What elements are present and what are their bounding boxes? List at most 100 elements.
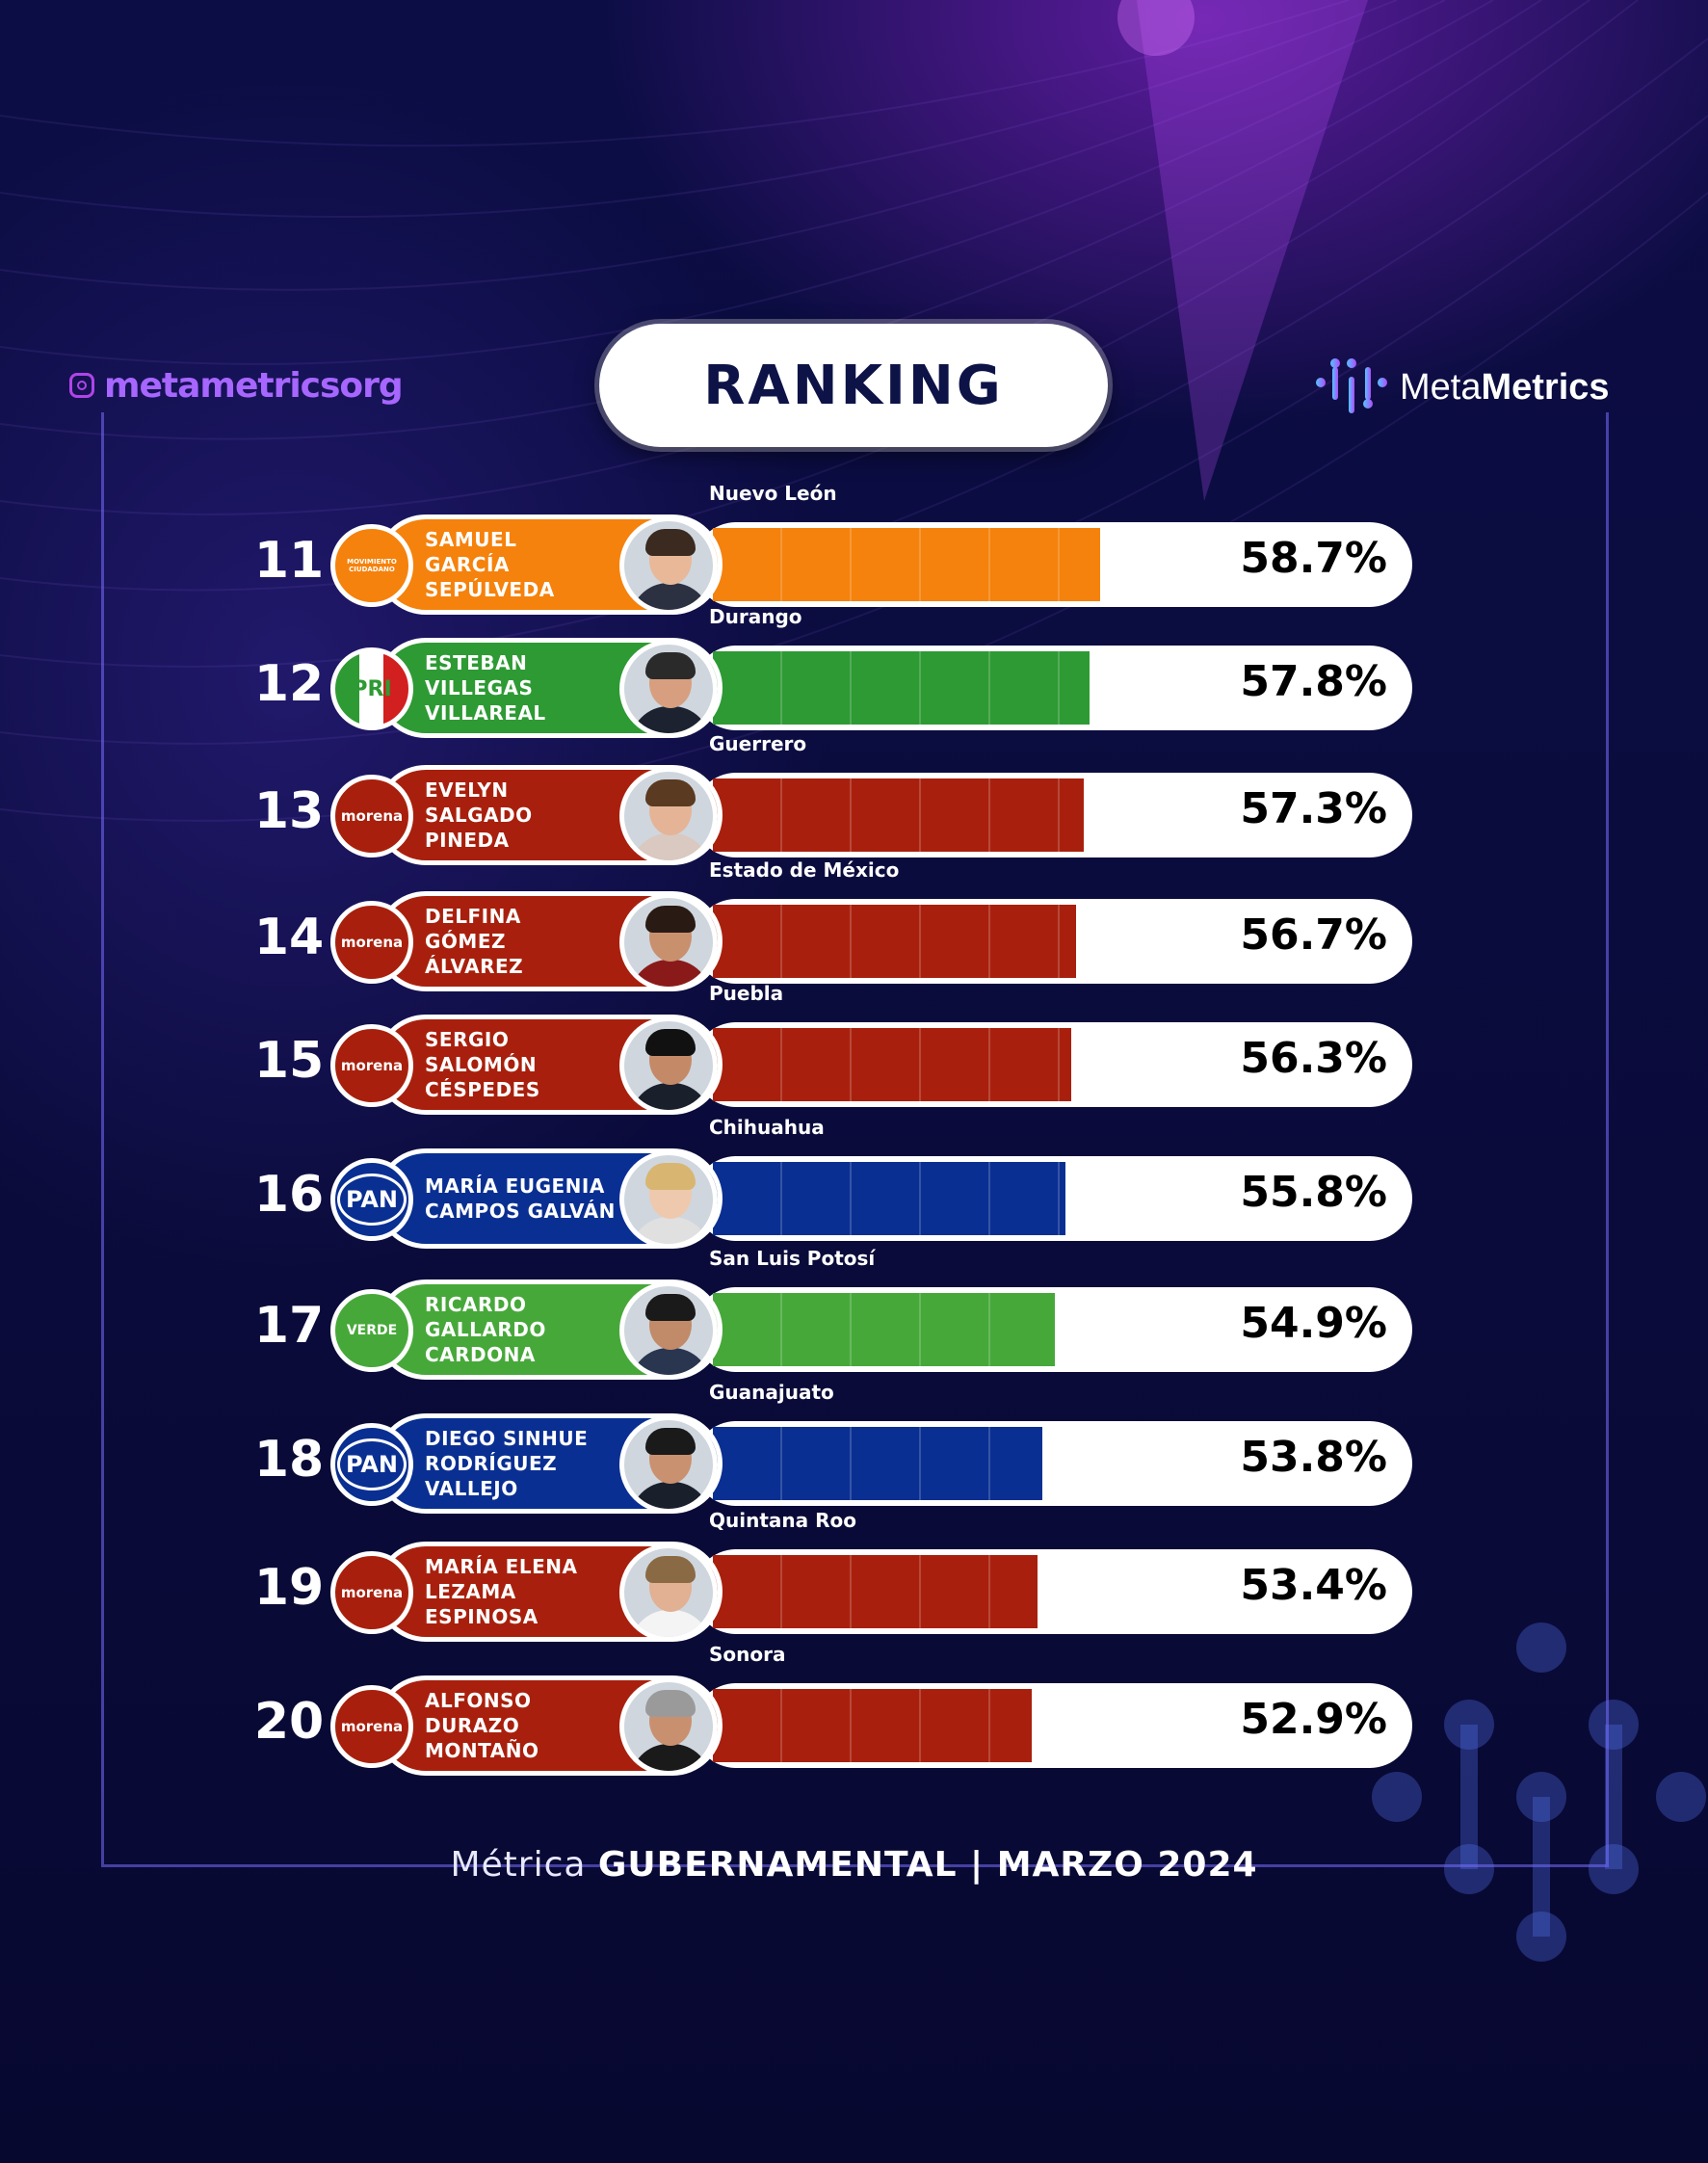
rank-number: 19 — [253, 1559, 325, 1617]
bar-ticks — [713, 528, 1100, 601]
photo-hair — [645, 906, 696, 933]
candidate-name-line: GALLARDO — [425, 1318, 546, 1341]
value-label: 54.9% — [1240, 1299, 1387, 1348]
bar-fill — [713, 1427, 1042, 1500]
party-logo-label: morena — [340, 807, 404, 825]
candidate-name-line: DELFINA — [425, 905, 521, 928]
candidate-name-line: ESPINOSA — [425, 1605, 539, 1628]
bar-ticks — [713, 778, 1084, 852]
rank-number: 15 — [253, 1032, 325, 1090]
value-label: 53.4% — [1240, 1561, 1387, 1610]
instagram-handle-text: metametricsorg — [104, 365, 404, 406]
photo-hair — [645, 529, 696, 556]
party-logo: morena — [330, 775, 413, 857]
bar-fill — [713, 1689, 1032, 1762]
bar-fill — [713, 905, 1077, 978]
photo-hair — [645, 652, 696, 679]
candidate-photo — [619, 767, 718, 865]
ranking-row: 56.7% DELFINA GÓMEZ ÁLVAREZ morena 14 Estado d… — [0, 858, 1708, 991]
value-label: 56.3% — [1240, 1034, 1387, 1083]
party-logo-label: PRI — [352, 676, 392, 701]
state-label: Guanajuato — [709, 1381, 834, 1404]
candidate-name-line: SEPÚLVEDA — [425, 578, 555, 601]
instagram-icon — [69, 373, 94, 398]
photo-hair — [645, 1690, 696, 1717]
value-label: 56.7% — [1240, 910, 1387, 960]
bar-fill — [713, 1162, 1066, 1235]
ranking-panel — [101, 412, 1609, 1867]
ranking-row: 52.9% ALFONSO DURAZO MONTAÑO morena 20 Sonora — [0, 1643, 1708, 1776]
party-logo: PAN — [330, 1423, 413, 1506]
photo-hair — [645, 779, 696, 806]
ranking-row: 57.8% ESTEBAN VILLEGAS VILLAREAL PRI 12 Durang… — [0, 605, 1708, 738]
state-label: Estado de México — [709, 858, 900, 882]
candidate-photo — [619, 1415, 718, 1514]
bar-fill — [713, 1028, 1072, 1101]
ranking-row: 53.8% DIEGO SINHUE RODRÍGUEZ VALLEJO PAN 18 Gu… — [0, 1381, 1708, 1514]
candidate-photo — [619, 516, 718, 615]
bar-ticks — [713, 1689, 1032, 1762]
value-label: 57.3% — [1240, 784, 1387, 833]
party-logo-label: morena — [340, 1584, 404, 1601]
candidate-photo — [619, 1543, 718, 1642]
party-logo: VERDE — [330, 1289, 413, 1372]
party-logo-label: PAN — [336, 1174, 407, 1226]
instagram-handle: metametricsorg — [69, 361, 404, 409]
candidate-name-line: VILLAREAL — [425, 701, 546, 725]
party-logo: MOVIMIENTO CIUDADANO — [330, 524, 413, 607]
photo-hair — [645, 1556, 696, 1583]
candidate-name-line: CÉSPEDES — [425, 1078, 540, 1101]
party-logo: morena — [330, 1685, 413, 1768]
candidate-photo — [619, 893, 718, 991]
candidate-name: MARÍA ELENA LEZAMA ESPINOSA — [425, 1546, 627, 1637]
candidate-name-line: ALFONSO — [425, 1689, 532, 1712]
state-label: Guerrero — [709, 732, 807, 755]
state-label: Sonora — [709, 1643, 786, 1666]
party-logo: morena — [330, 1551, 413, 1634]
candidate-name-line: GARCÍA — [425, 553, 510, 576]
candidate-name-line: RODRÍGUEZ — [425, 1452, 558, 1475]
party-logo: PAN — [330, 1158, 413, 1241]
state-label: Nuevo León — [709, 482, 837, 505]
bar-fill — [713, 1293, 1056, 1366]
ranking-row: 57.3% EVELYN SALGADO PINEDA morena 13 Guerrero — [0, 732, 1708, 865]
candidate-name-line: SERGIO — [425, 1028, 510, 1051]
candidate-name-line: MARÍA EUGENIA — [425, 1174, 605, 1198]
candidate-photo — [619, 1150, 718, 1249]
candidate-name: RICARDO GALLARDO CARDONA — [425, 1284, 627, 1375]
candidate-name-line: ESTEBAN — [425, 651, 528, 674]
footer-bold: GUBERNAMENTAL | MARZO 2024 — [597, 1845, 1258, 1885]
value-label: 57.8% — [1240, 657, 1387, 706]
party-logo-label: PAN — [336, 1438, 407, 1490]
photo-hair — [645, 1294, 696, 1321]
candidate-name-line: MARÍA ELENA — [425, 1555, 578, 1578]
candidate-name-line: SALOMÓN — [425, 1053, 538, 1076]
bar-ticks — [713, 1293, 1056, 1366]
title-pill: RANKING — [599, 324, 1108, 447]
photo-hair — [645, 1029, 696, 1056]
candidate-name: ALFONSO DURAZO MONTAÑO — [425, 1680, 627, 1771]
candidate-name-line: VILLEGAS — [425, 676, 534, 699]
candidate-name: MARÍA EUGENIA CAMPOS GALVÁN — [425, 1153, 627, 1244]
brand-suffix: Metrics — [1481, 366, 1610, 408]
candidate-photo — [619, 1281, 718, 1380]
bar-fill — [713, 778, 1084, 852]
bar-fill — [713, 1555, 1038, 1628]
photo-hair — [645, 1163, 696, 1190]
candidate-name: ESTEBAN VILLEGAS VILLAREAL — [425, 643, 627, 733]
brand-name: MetaMetrics — [1400, 367, 1610, 409]
party-logo-label: morena — [340, 934, 404, 951]
party-logo: PRI — [330, 647, 413, 730]
footer: Métrica GUBERNAMENTAL | MARZO 2024 — [0, 1845, 1708, 1885]
rank-number: 18 — [253, 1431, 325, 1489]
party-logo-label: morena — [340, 1057, 404, 1074]
candidate-name-line: CARDONA — [425, 1343, 536, 1366]
bar-ticks — [713, 905, 1077, 978]
candidate-name-line: CAMPOS GALVÁN — [425, 1200, 616, 1223]
ranking-row: 58.7% SAMUEL GARCÍA SEPÚLVEDA MOVIMIENTO CIU… — [0, 482, 1708, 615]
candidate-photo — [619, 1677, 718, 1776]
footer-light: Métrica — [450, 1845, 587, 1885]
ranking-row: 53.4% MARÍA ELENA LEZAMA ESPINOSA morena 19 Qu… — [0, 1509, 1708, 1642]
rank-number: 20 — [253, 1693, 325, 1751]
candidate-name-line: PINEDA — [425, 829, 510, 852]
